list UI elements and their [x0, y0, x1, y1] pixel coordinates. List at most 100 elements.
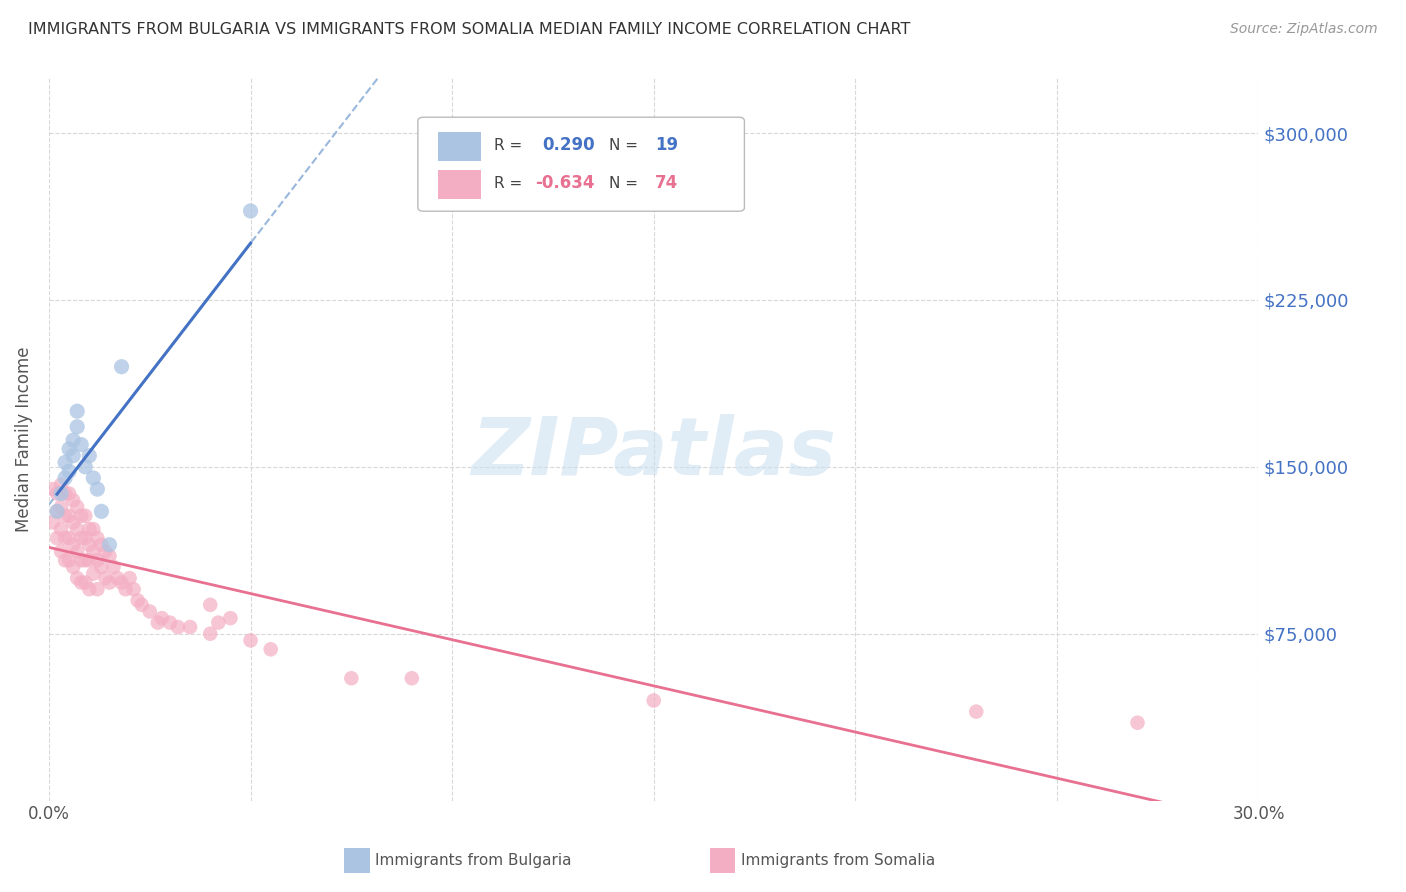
FancyBboxPatch shape — [439, 170, 481, 199]
Point — [58, 464, 80, 478]
Point — [66, 544, 89, 558]
Point — [66, 404, 89, 418]
Point — [207, 615, 229, 630]
Point — [58, 442, 80, 456]
Point — [62, 433, 84, 447]
Point — [159, 615, 181, 630]
Point — [49, 477, 72, 491]
Point — [62, 449, 84, 463]
Point — [79, 553, 101, 567]
Point — [179, 620, 201, 634]
Point — [239, 633, 262, 648]
Point — [965, 705, 987, 719]
Point — [98, 575, 121, 590]
Point — [127, 593, 149, 607]
Point — [643, 693, 665, 707]
Point — [82, 522, 104, 536]
Point — [110, 575, 132, 590]
Point — [82, 566, 104, 581]
Point — [75, 459, 97, 474]
Point — [66, 500, 89, 514]
Point — [49, 486, 72, 500]
Point — [70, 531, 93, 545]
Point — [53, 471, 76, 485]
Point — [107, 571, 129, 585]
Point — [79, 538, 101, 552]
Point — [98, 549, 121, 563]
Point — [122, 582, 145, 597]
Point — [46, 504, 69, 518]
Point — [42, 482, 65, 496]
Point — [62, 516, 84, 530]
Point — [66, 419, 89, 434]
Text: 74: 74 — [655, 174, 678, 193]
Point — [260, 642, 283, 657]
Point — [79, 522, 101, 536]
Point — [239, 203, 262, 218]
Point — [94, 544, 117, 558]
Point — [58, 531, 80, 545]
Point — [66, 571, 89, 585]
Point — [70, 437, 93, 451]
Point — [139, 605, 162, 619]
Point — [200, 598, 222, 612]
Point — [90, 538, 112, 552]
Point — [66, 522, 89, 536]
Point — [53, 531, 76, 545]
Point — [49, 500, 72, 514]
Point — [86, 482, 108, 496]
Point — [82, 544, 104, 558]
Point — [46, 531, 69, 545]
Point — [62, 538, 84, 552]
Y-axis label: Median Family Income: Median Family Income — [15, 346, 32, 532]
Text: 0.290: 0.290 — [543, 136, 595, 154]
Point — [53, 486, 76, 500]
Text: N =: N = — [609, 137, 643, 153]
Point — [75, 508, 97, 523]
Point — [46, 504, 69, 518]
Point — [86, 531, 108, 545]
Point — [58, 553, 80, 567]
Point — [146, 615, 169, 630]
Point — [70, 508, 93, 523]
Text: N =: N = — [609, 176, 643, 191]
Point — [340, 671, 363, 685]
Point — [79, 449, 101, 463]
Point — [82, 471, 104, 485]
Point — [49, 544, 72, 558]
FancyBboxPatch shape — [418, 117, 744, 211]
Text: R =: R = — [494, 176, 527, 191]
Point — [62, 560, 84, 574]
Point — [114, 582, 136, 597]
Point — [103, 560, 125, 574]
Text: R =: R = — [494, 137, 527, 153]
Point — [70, 553, 93, 567]
Point — [131, 598, 153, 612]
Point — [53, 553, 76, 567]
Text: 19: 19 — [655, 136, 678, 154]
Point — [150, 611, 173, 625]
Point — [58, 508, 80, 523]
Point — [401, 671, 423, 685]
Point — [53, 508, 76, 523]
Text: -0.634: -0.634 — [536, 174, 595, 193]
Point — [90, 560, 112, 574]
Point — [70, 575, 93, 590]
FancyBboxPatch shape — [439, 132, 481, 161]
Text: Immigrants from Bulgaria: Immigrants from Bulgaria — [375, 854, 572, 868]
Point — [75, 553, 97, 567]
Point — [110, 359, 132, 374]
Point — [49, 522, 72, 536]
Point — [167, 620, 190, 634]
Point — [94, 571, 117, 585]
Text: Immigrants from Somalia: Immigrants from Somalia — [741, 854, 935, 868]
Text: Source: ZipAtlas.com: Source: ZipAtlas.com — [1230, 22, 1378, 37]
Point — [86, 582, 108, 597]
Point — [200, 626, 222, 640]
Point — [118, 571, 141, 585]
Text: ZIPatlas: ZIPatlas — [471, 415, 837, 492]
Point — [86, 553, 108, 567]
Point — [53, 455, 76, 469]
Point — [46, 486, 69, 500]
Point — [58, 486, 80, 500]
